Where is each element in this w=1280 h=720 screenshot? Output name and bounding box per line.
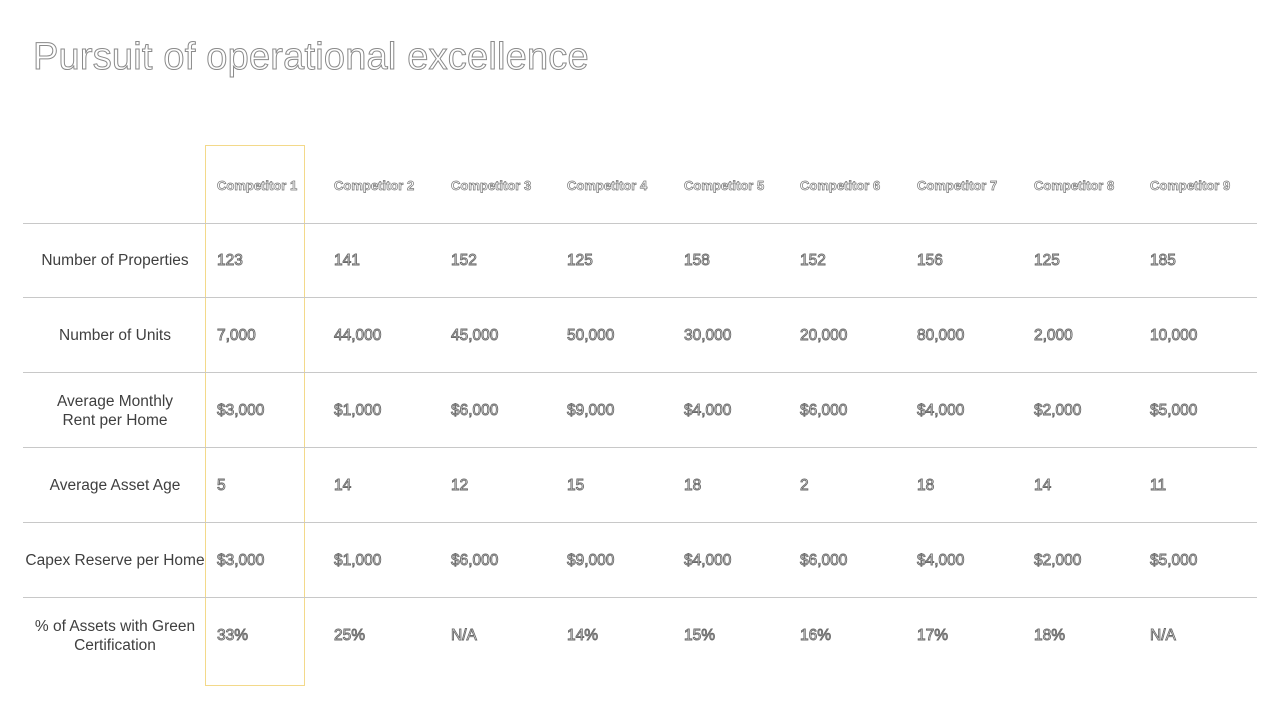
table-cell: 123: [217, 251, 244, 269]
table-cell: 50,000: [567, 326, 615, 344]
table-cell: 14%: [567, 626, 599, 644]
table-cell: 20,000: [800, 326, 848, 344]
table-cell: 156: [917, 251, 944, 269]
table-cell: 2: [800, 476, 809, 494]
table-cell: $4,000: [917, 551, 965, 569]
column-header-competitor-8: Competitor 8: [1034, 178, 1115, 194]
table-cell: 11: [1150, 476, 1167, 494]
table-cell: $6,000: [451, 551, 499, 569]
table-row: Average Monthly Rent per Home $3,000 $1,00…: [0, 373, 1280, 448]
row-label: Number of Properties: [41, 252, 189, 269]
column-header-competitor-7: Competitor 7: [917, 178, 998, 194]
table-cell: 125: [1034, 251, 1061, 269]
row-divider: [23, 297, 1257, 298]
table-cell: 33%: [217, 626, 249, 644]
table-cell: $2,000: [1034, 401, 1082, 419]
table-cell: 10,000: [1150, 326, 1198, 344]
table-cell: $6,000: [451, 401, 499, 419]
table-cell: $3,000: [217, 551, 265, 569]
table-cell: 152: [451, 251, 478, 269]
table-cell: N/A: [1150, 626, 1177, 644]
table-cell: 158: [684, 251, 711, 269]
table-cell: $1,000: [334, 401, 382, 419]
table-cell: 30,000: [684, 326, 732, 344]
column-header-competitor-4: Competitor 4: [567, 178, 648, 194]
table-cell: 18: [684, 476, 702, 494]
table-cell: $2,000: [1034, 551, 1082, 569]
column-header-competitor-1: Competitor 1: [217, 178, 298, 194]
table-cell: $5,000: [1150, 401, 1198, 419]
column-header-competitor-3: Competitor 3: [451, 178, 532, 194]
row-label: Average Monthly Rent per Home: [56, 392, 174, 429]
row-divider: [23, 447, 1257, 448]
table-row: Number of Properties 123 141 152 125 158 152 15…: [0, 223, 1280, 298]
table-cell: 15: [567, 476, 585, 494]
table-cell: 12: [451, 476, 469, 494]
table-cell: 14: [334, 476, 352, 494]
table-cell: 15%: [684, 626, 716, 644]
row-divider: [23, 597, 1257, 598]
row-divider: [23, 372, 1257, 373]
row-label: Number of Units: [59, 327, 171, 344]
table-cell: $6,000: [800, 401, 848, 419]
table-cell: $1,000: [334, 551, 382, 569]
header-divider: [23, 223, 1257, 224]
table-cell: $4,000: [684, 401, 732, 419]
table-cell: 18: [917, 476, 935, 494]
row-divider: [23, 522, 1257, 523]
row-label: % of Assets with Green Certification: [34, 617, 196, 654]
table-cell: $5,000: [1150, 551, 1198, 569]
table-row: Average Asset Age 5 14 12 15 18 2 18 14 11: [0, 448, 1280, 523]
column-header-competitor-5: Competitor 5: [684, 178, 765, 194]
row-label: Average Asset Age: [49, 477, 181, 494]
table-cell: 5: [217, 476, 226, 494]
table-cell: 152: [800, 251, 827, 269]
column-header-competitor-2: Competitor 2: [334, 178, 415, 194]
column-header-competitor-6: Competitor 6: [800, 178, 881, 194]
table-row: % of Assets with Green Certification 33% 2…: [0, 598, 1280, 673]
table-cell: 7,000: [217, 326, 257, 344]
table-cell: 80,000: [917, 326, 965, 344]
table-cell: 2,000: [1034, 326, 1074, 344]
table-cell: $3,000: [217, 401, 265, 419]
table-header-row: Competitor 1 Competitor 2 Competitor 3 Comp…: [0, 150, 1280, 223]
table-cell: 125: [567, 251, 594, 269]
table-cell: 17%: [917, 626, 949, 644]
row-label: Capex Reserve per Home: [25, 552, 205, 569]
table-cell: $9,000: [567, 401, 615, 419]
table-cell: $9,000: [567, 551, 615, 569]
page-title: Pursuit of operational excellence: [33, 36, 590, 79]
table-cell: 25%: [334, 626, 366, 644]
table-cell: 45,000: [451, 326, 499, 344]
table-row: Number of Units 7,000 44,000 45,000 50,000 30…: [0, 298, 1280, 373]
column-header-competitor-9: Competitor 9: [1150, 178, 1231, 194]
table-cell: 44,000: [334, 326, 382, 344]
table-cell: $4,000: [684, 551, 732, 569]
table-cell: 141: [334, 251, 361, 269]
table-cell: $4,000: [917, 401, 965, 419]
table-cell: $6,000: [800, 551, 848, 569]
table-cell: N/A: [451, 626, 478, 644]
table-cell: 14: [1034, 476, 1052, 494]
table-cell: 18%: [1034, 626, 1066, 644]
table-cell: 185: [1150, 251, 1177, 269]
table-cell: 16%: [800, 626, 832, 644]
table-row: Capex Reserve per Home $3,000 $1,000 $6,000…: [0, 523, 1280, 598]
